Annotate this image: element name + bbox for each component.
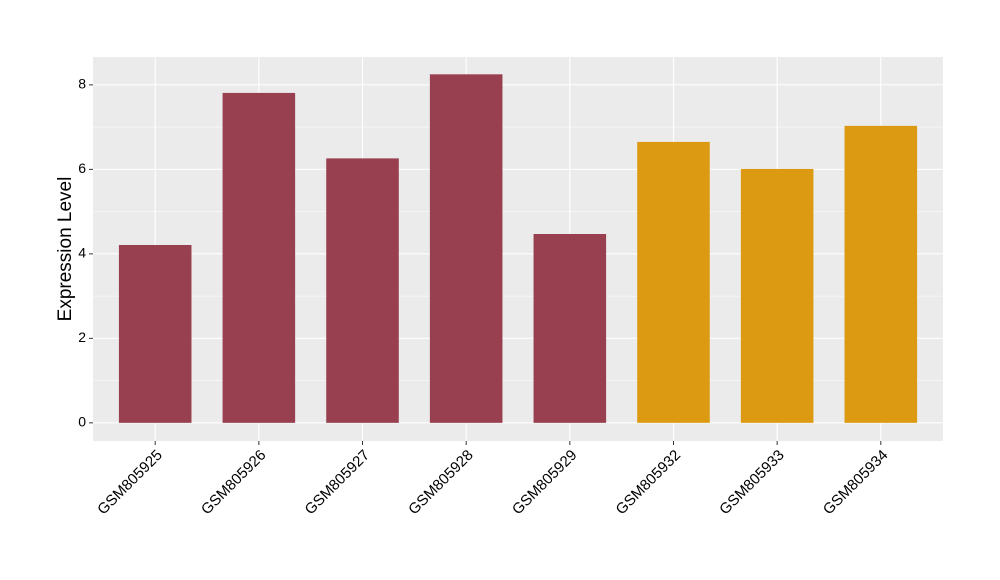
- y-tick-label: 4: [78, 245, 86, 261]
- x-tick-label: GSM805928: [405, 447, 477, 519]
- bar: [740, 168, 814, 423]
- x-tick-label: GSM805932: [613, 447, 685, 519]
- x-tick-label: GSM805934: [820, 447, 892, 519]
- x-tick-label: GSM805933: [716, 447, 788, 519]
- bar: [326, 158, 399, 423]
- bar: [637, 141, 710, 423]
- x-tick-label: GSM805927: [302, 447, 374, 519]
- bar: [844, 125, 918, 423]
- bar: [533, 234, 607, 423]
- bar: [222, 92, 296, 423]
- plot-panel: [93, 57, 943, 441]
- x-tick-label: GSM805926: [198, 447, 270, 519]
- bar: [118, 244, 192, 423]
- x-tick-label: GSM805925: [94, 447, 166, 519]
- x-tick-label: GSM805929: [509, 447, 581, 519]
- y-tick-label: 2: [78, 329, 86, 345]
- bar: [429, 74, 503, 423]
- y-tick-label: 8: [78, 76, 86, 92]
- y-axis-label: Expression Level: [55, 177, 76, 322]
- y-tick-label: 6: [78, 160, 86, 176]
- y-tick-label: 0: [78, 414, 86, 430]
